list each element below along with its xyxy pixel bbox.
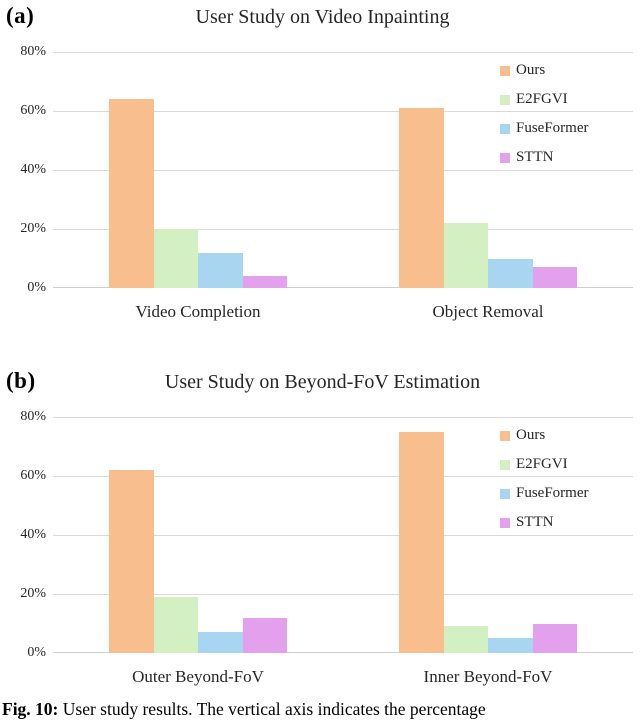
- bar-fuseformer: [488, 258, 533, 288]
- category-label: Inner Beyond-FoV: [423, 667, 553, 686]
- bar-e2fgvi: [153, 229, 198, 288]
- category-label: Outer Beyond-FoV: [132, 667, 264, 686]
- y-tick-label: 0%: [27, 280, 46, 295]
- y-tick-label: 80%: [20, 44, 46, 59]
- gridline: [53, 52, 633, 53]
- legend-a: Ours E2FGVI FuseFormer STTN: [500, 56, 589, 172]
- legend-item-ours: Ours: [500, 421, 589, 450]
- legend-item-e2fgvi: E2FGVI: [500, 85, 589, 114]
- gridline: [53, 417, 633, 418]
- legend-label: Ours: [516, 427, 546, 443]
- chart-title-b: User Study on Beyond-FoV Estimation: [164, 371, 481, 393]
- legend-label: FuseFormer: [516, 120, 589, 136]
- legend-label: FuseFormer: [516, 485, 589, 501]
- chart-beyond-fov: (b) User Study on Beyond-FoV Estimation …: [0, 365, 640, 705]
- y-tick-label: 0%: [27, 645, 46, 660]
- legend-item-fuseformer: FuseFormer: [500, 114, 589, 143]
- chart-title-a: User Study on Video Inpainting: [195, 6, 450, 28]
- gridline: [53, 594, 633, 595]
- bar-ours: [399, 108, 444, 288]
- y-tick-label: 60%: [20, 468, 46, 483]
- y-tick-label: 80%: [20, 409, 46, 424]
- gridline: [53, 111, 633, 112]
- bar-e2fgvi: [443, 626, 488, 653]
- gridline: [53, 229, 633, 230]
- legend-swatch-icon: [500, 488, 510, 499]
- plot-area-b: [53, 417, 633, 653]
- bar-fuseformer: [198, 632, 243, 653]
- legend-swatch-icon: [500, 152, 510, 163]
- y-tick-label: 40%: [20, 162, 46, 177]
- bar-e2fgvi: [153, 596, 198, 653]
- legend-label: Ours: [516, 62, 546, 78]
- panel-label-b: (b): [6, 368, 36, 393]
- gridline: [53, 535, 633, 536]
- bar-group: [399, 52, 577, 288]
- bar-group: [399, 417, 577, 653]
- legend-item-fuseformer: FuseFormer: [500, 479, 589, 508]
- legend-swatch-icon: [500, 123, 510, 134]
- bar-ours: [109, 470, 154, 653]
- bar-ours: [109, 99, 154, 288]
- caption-prefix: Fig. 10:: [2, 699, 59, 719]
- bar-sttn: [242, 617, 287, 653]
- x-axis-line: [53, 287, 633, 288]
- legend-swatch-icon: [500, 459, 510, 470]
- gridline: [53, 476, 633, 477]
- legend-swatch-icon: [500, 94, 510, 105]
- legend-label: STTN: [516, 149, 554, 165]
- legend-item-ours: Ours: [500, 56, 589, 85]
- bar-fuseformer: [198, 252, 243, 288]
- bar-group: [109, 417, 287, 653]
- y-tick-label: 20%: [20, 221, 46, 236]
- legend-item-sttn: STTN: [500, 508, 589, 537]
- y-tick-label: 40%: [20, 527, 46, 542]
- bar-e2fgvi: [443, 223, 488, 288]
- legend-b: Ours E2FGVI FuseFormer STTN: [500, 421, 589, 537]
- y-tick-label: 20%: [20, 586, 46, 601]
- bar-group: [109, 52, 287, 288]
- y-tick-label: 60%: [20, 103, 46, 118]
- legend-swatch-icon: [500, 430, 510, 441]
- legend-item-sttn: STTN: [500, 143, 589, 172]
- legend-swatch-icon: [500, 65, 510, 76]
- chart-video-inpainting: (a) User Study on Video Inpainting Ours E…: [0, 0, 640, 340]
- x-axis-line: [53, 652, 633, 653]
- bar-ours: [399, 431, 444, 653]
- legend-label: E2FGVI: [516, 91, 568, 107]
- category-label: Object Removal: [432, 302, 544, 321]
- legend-item-e2fgvi: E2FGVI: [500, 450, 589, 479]
- figure-caption: Fig. 10: User study results. The vertica…: [2, 698, 640, 721]
- bar-sttn: [532, 267, 577, 288]
- bar-sttn: [242, 276, 287, 288]
- plot-area-a: [53, 52, 633, 288]
- panel-label-a: (a): [6, 3, 35, 28]
- bar-fuseformer: [488, 638, 533, 653]
- category-label: Video Completion: [135, 302, 261, 321]
- caption-text: User study results. The vertical axis in…: [62, 699, 486, 719]
- legend-label: STTN: [516, 514, 554, 530]
- bar-sttn: [532, 623, 577, 653]
- legend-label: E2FGVI: [516, 456, 568, 472]
- gridline: [53, 170, 633, 171]
- legend-swatch-icon: [500, 517, 510, 528]
